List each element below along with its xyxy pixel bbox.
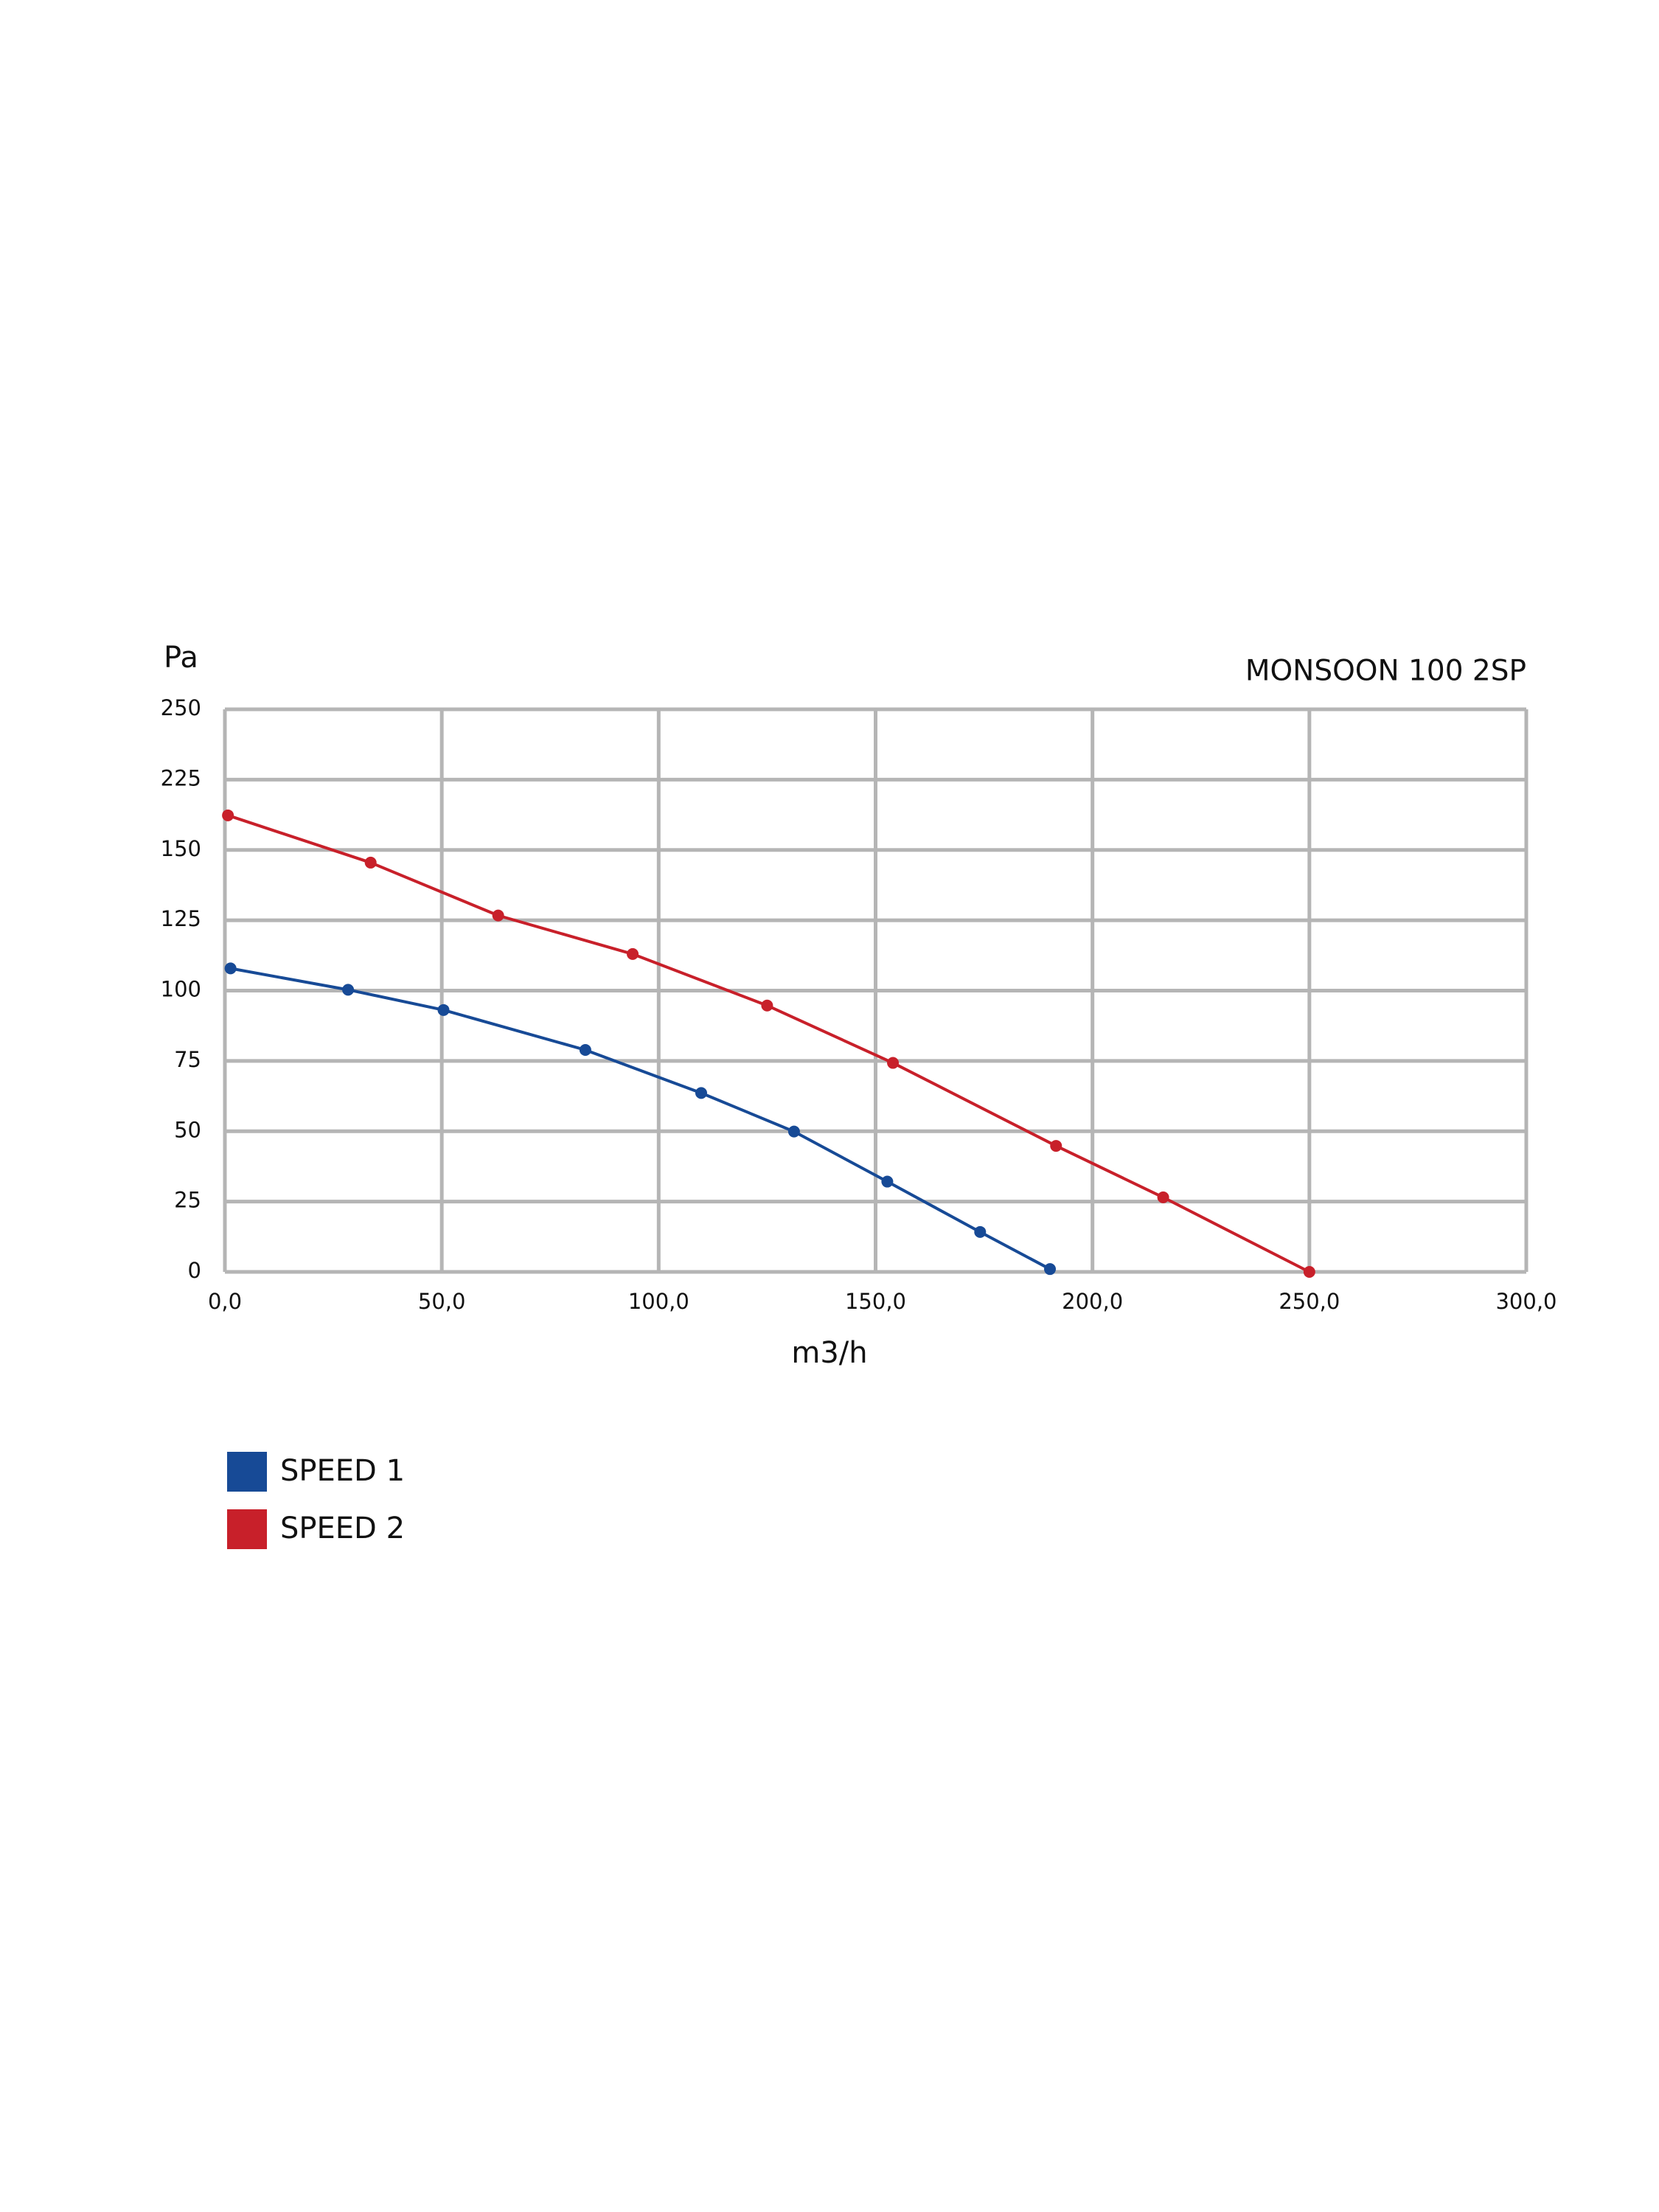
- data-point: [881, 1175, 894, 1188]
- x-tick-label: 100,0: [628, 1289, 689, 1314]
- y-tick-label: 250: [161, 695, 201, 720]
- data-point: [887, 1057, 900, 1069]
- x-tick-label: 0,0: [208, 1289, 242, 1314]
- data-point: [437, 1004, 450, 1016]
- data-point: [761, 999, 773, 1012]
- x-tick-label: 150,0: [845, 1289, 906, 1314]
- chart-title: MONSOON 100 2SP: [1245, 655, 1526, 688]
- y-tick-label: 125: [161, 906, 201, 931]
- y-tick-label: 100: [161, 977, 201, 1002]
- x-axis-label: m3/h: [791, 1336, 867, 1370]
- legend-label: SPEED 2: [280, 1512, 405, 1545]
- x-tick-label: 250,0: [1279, 1289, 1340, 1314]
- legend-swatch: [227, 1509, 267, 1549]
- data-point: [787, 1125, 800, 1138]
- data-point: [579, 1043, 591, 1056]
- x-tick-label: 300,0: [1495, 1289, 1557, 1314]
- x-tick-label: 200,0: [1062, 1289, 1123, 1314]
- y-tick-label: 50: [174, 1117, 201, 1142]
- data-point: [627, 947, 639, 960]
- data-point: [1157, 1191, 1169, 1203]
- data-point: [222, 809, 234, 821]
- series-line: [230, 967, 1051, 1270]
- y-tick-label: 75: [174, 1047, 201, 1072]
- data-point: [1044, 1263, 1057, 1276]
- data-point: [224, 962, 237, 975]
- y-tick-label: 150: [161, 836, 201, 861]
- data-point: [974, 1225, 987, 1238]
- data-point: [1303, 1266, 1315, 1278]
- legend-swatch: [227, 1452, 267, 1492]
- data-point: [492, 909, 504, 922]
- y-axis-label: Pa: [164, 641, 198, 675]
- y-tick-label: 25: [174, 1188, 201, 1213]
- data-point: [1050, 1140, 1062, 1152]
- data-point: [342, 984, 355, 996]
- data-point: [364, 856, 377, 869]
- y-tick-label: 225: [161, 765, 201, 790]
- x-tick-label: 50,0: [418, 1289, 466, 1314]
- y-tick-label: 0: [188, 1258, 201, 1283]
- data-point: [695, 1087, 707, 1099]
- legend-label: SPEED 1: [280, 1454, 405, 1488]
